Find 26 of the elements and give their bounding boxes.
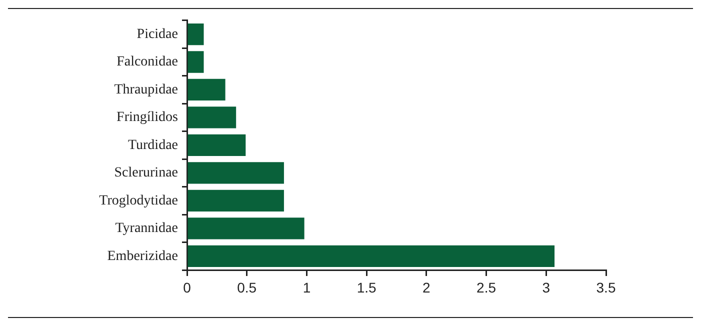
- x-tick-label: 0.5: [237, 279, 257, 296]
- bar: [188, 78, 226, 101]
- y-tick-label: Emberizidae: [107, 248, 178, 264]
- bar: [188, 218, 304, 240]
- y-tick-label: Sclerurinae: [114, 166, 178, 181]
- bar: [188, 51, 204, 73]
- bar: [188, 162, 284, 184]
- x-tick-label: 1.5: [356, 279, 377, 296]
- y-tick-label: Turdidae: [128, 138, 178, 153]
- bar: [188, 23, 204, 46]
- x-tick-label: 3: [542, 279, 550, 296]
- bar: [188, 134, 246, 156]
- x-tick-label: 1: [302, 279, 311, 296]
- y-tick-label: Fringílidos: [116, 110, 178, 126]
- y-tick-label: Tyrannidae: [115, 221, 178, 236]
- y-tick-label: Thraupidae: [114, 82, 178, 98]
- y-tick-label: Falconidae: [116, 54, 178, 70]
- x-tick-label: 0: [183, 279, 192, 296]
- x-tick-label: 2: [422, 279, 431, 296]
- x-tick-label: 2.5: [476, 279, 496, 296]
- y-tick-label: Troglodytidae: [99, 193, 178, 208]
- bar: [188, 106, 236, 128]
- bar: [188, 245, 555, 267]
- y-tick-label: Picidae: [136, 26, 178, 42]
- x-tick-label: 3.5: [596, 279, 616, 296]
- bar: [188, 190, 284, 212]
